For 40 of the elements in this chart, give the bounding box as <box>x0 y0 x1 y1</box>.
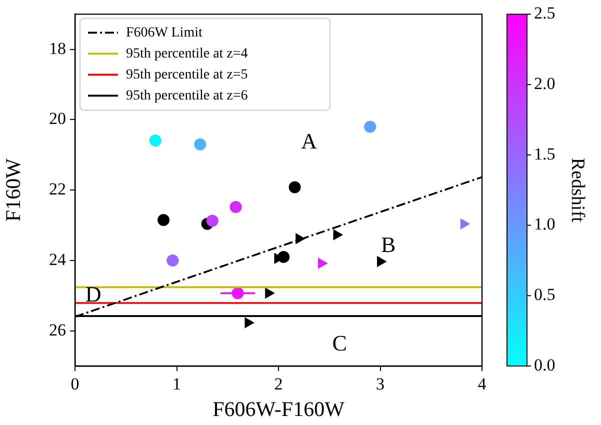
color-bar-label: 0.0 <box>534 355 556 374</box>
y-tick-label: 18 <box>49 38 66 58</box>
color-bar-label: 2.0 <box>534 74 556 94</box>
point <box>460 218 470 230</box>
x-tick-label: 4 <box>478 374 487 394</box>
x-axis-title: F606W-F160W <box>212 396 345 421</box>
point <box>230 200 242 213</box>
y-tick-label: 22 <box>49 180 66 199</box>
annotation: B <box>381 232 396 258</box>
y-axis-title: F160W <box>1 158 26 222</box>
point <box>333 230 342 240</box>
point <box>265 288 274 298</box>
legend-label: 95th percentile at z=5 <box>126 67 248 82</box>
x-tick-label: 1 <box>172 374 181 394</box>
color-bar-label: 1.0 <box>534 214 556 234</box>
point <box>244 317 254 328</box>
legend-label: 95th percentile at z=6 <box>126 88 248 104</box>
annotation: D <box>85 281 102 306</box>
point <box>149 134 162 146</box>
x-tick-label: 0 <box>70 374 80 394</box>
point <box>288 181 301 194</box>
y-tick-label: 24 <box>49 250 66 269</box>
annotation: C <box>332 330 347 356</box>
point <box>278 250 290 263</box>
color-bar-label: 0.5 <box>534 285 556 304</box>
point <box>158 214 170 226</box>
color-bar-label: 2.5 <box>534 4 556 23</box>
y-tick-label: 20 <box>49 109 66 128</box>
legend-label: F606W Limit <box>126 25 202 40</box>
color-bar-label: 1.5 <box>534 144 556 164</box>
annotation: A <box>301 128 318 154</box>
color-bar-title: Redshift <box>567 158 588 224</box>
point <box>194 138 206 150</box>
point <box>377 256 386 267</box>
y-tick-label: 26 <box>49 320 66 340</box>
point <box>206 214 218 227</box>
x-tick-label: 2 <box>274 374 283 394</box>
point <box>318 258 328 269</box>
legend-label: 95th percentile at z=4 <box>126 46 248 62</box>
x-tick-label: 3 <box>376 374 384 394</box>
